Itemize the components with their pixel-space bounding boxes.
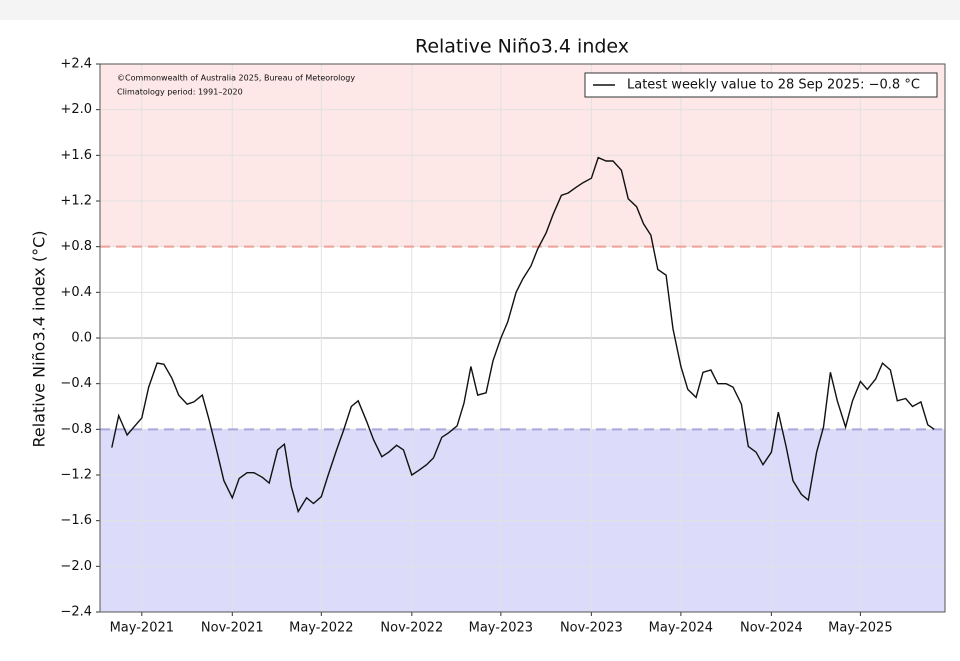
- data-line: [111, 156, 935, 514]
- y-tick-label: +0.8: [60, 239, 92, 254]
- y-tick-label: +2.0: [60, 102, 92, 117]
- x-tick-label: May-2025: [828, 621, 892, 636]
- y-tick-label: +1.2: [60, 194, 92, 209]
- annotation: Climatology period: 1991–2020: [117, 88, 243, 97]
- y-tick-label: −2.0: [60, 559, 92, 574]
- x-tick-label: May-2024: [649, 621, 713, 636]
- y-tick-label: −1.6: [60, 513, 92, 528]
- y-tick-label: −0.8: [60, 422, 92, 437]
- x-tick-label: May-2022: [289, 621, 353, 636]
- legend-label: Latest weekly value to 28 Sep 2025: −0.8…: [627, 78, 920, 93]
- y-axis-label: Relative Niño3.4 index (°C): [30, 231, 49, 448]
- annotation: ©Commonwealth of Australia 2025, Bureau …: [117, 74, 355, 83]
- x-tick-label: Nov-2022: [380, 621, 443, 636]
- x-tick-label: Nov-2021: [201, 621, 264, 636]
- chart-title: Relative Niño3.4 index: [415, 36, 629, 58]
- plot-frame: [99, 63, 946, 613]
- y-tick-label: 0.0: [71, 331, 92, 346]
- x-tick-label: May-2021: [110, 621, 174, 636]
- y-tick-label: −1.2: [60, 468, 92, 483]
- y-tick-label: +1.6: [60, 148, 92, 163]
- y-tick-label: +2.4: [60, 57, 92, 72]
- legend-box: [584, 72, 938, 98]
- y-tick-label: −0.4: [60, 376, 92, 391]
- y-tick-label: −2.4: [60, 605, 92, 620]
- x-tick-label: Nov-2024: [740, 621, 803, 636]
- top-bar: [0, 0, 960, 20]
- x-tick-label: Nov-2023: [560, 621, 623, 636]
- x-tick-label: May-2023: [469, 621, 533, 636]
- y-tick-label: +0.4: [60, 285, 92, 300]
